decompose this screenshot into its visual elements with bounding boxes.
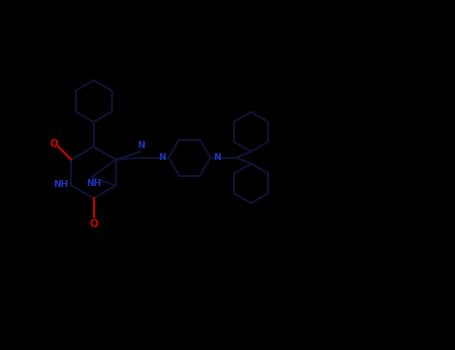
Text: NH: NH <box>53 180 68 189</box>
Text: NH: NH <box>86 180 101 188</box>
Text: N: N <box>158 153 166 162</box>
Text: N: N <box>137 141 145 150</box>
Text: O: O <box>89 219 98 229</box>
Text: N: N <box>213 153 221 162</box>
Text: O: O <box>50 139 58 149</box>
